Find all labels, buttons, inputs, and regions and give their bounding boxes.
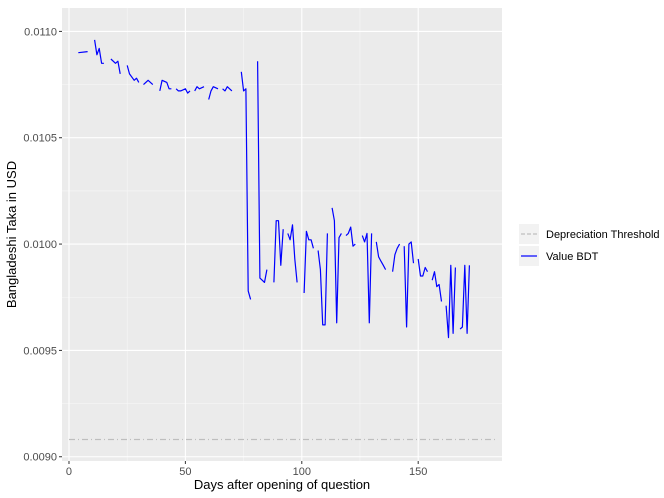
legend-label: Depreciation Threshold — [546, 229, 660, 241]
series-line-segment — [208, 86, 219, 100]
series-line-segment — [94, 39, 104, 64]
series-line-segment — [403, 241, 415, 328]
series-line-segment — [445, 264, 456, 339]
series-line-segment — [345, 226, 356, 247]
x-tick-label: 50 — [179, 466, 191, 478]
x-tick-label: 0 — [66, 466, 72, 478]
series-line-segment — [303, 230, 314, 294]
series-line-segment — [375, 241, 387, 270]
series-line-segment — [240, 71, 252, 300]
x-axis-ticks: 0 50 100 150 — [66, 461, 427, 478]
legend-label: Value BDT — [546, 251, 599, 263]
plot-panel — [62, 8, 502, 461]
x-axis-title: Days after opening of question — [194, 477, 370, 492]
series-line-segment — [417, 258, 429, 277]
x-tick-label: 150 — [409, 466, 427, 478]
series-value-bdt — [78, 39, 470, 339]
series-layer — [69, 39, 495, 441]
series-line-segment — [78, 51, 88, 54]
series-line-segment — [459, 264, 470, 334]
y-tick-label: 0.0100 — [23, 239, 57, 251]
series-line-segment — [257, 61, 268, 283]
series-line-segment — [317, 233, 328, 326]
y-tick-label: 0.0090 — [23, 452, 57, 464]
series-line-segment — [431, 271, 443, 302]
series-line-segment — [159, 79, 172, 92]
minor-gridlines — [62, 8, 502, 461]
series-line-segment — [331, 207, 342, 324]
series-line-segment — [143, 79, 154, 86]
series-line-segment — [222, 86, 233, 92]
x-tick-label: 100 — [293, 466, 311, 478]
series-line-segment — [126, 65, 140, 83]
y-axis-title: Bangladeshi Taka in USD — [4, 161, 19, 308]
series-line-segment — [110, 58, 121, 75]
series-line-segment — [175, 88, 191, 94]
series-line-segment — [392, 243, 401, 272]
y-tick-label: 0.0110 — [24, 26, 57, 38]
y-tick-label: 0.0105 — [23, 133, 57, 145]
series-line-segment — [194, 86, 205, 92]
legend: Depreciation Threshold Value BDT — [519, 224, 660, 266]
y-tick-label: 0.0095 — [23, 345, 57, 357]
series-line-segment — [273, 220, 284, 283]
series-line-segment — [361, 232, 373, 324]
series-line-segment — [287, 224, 298, 283]
y-axis-ticks: 0.0090 0.0095 0.0100 0.0105 0.0110 — [23, 26, 62, 464]
